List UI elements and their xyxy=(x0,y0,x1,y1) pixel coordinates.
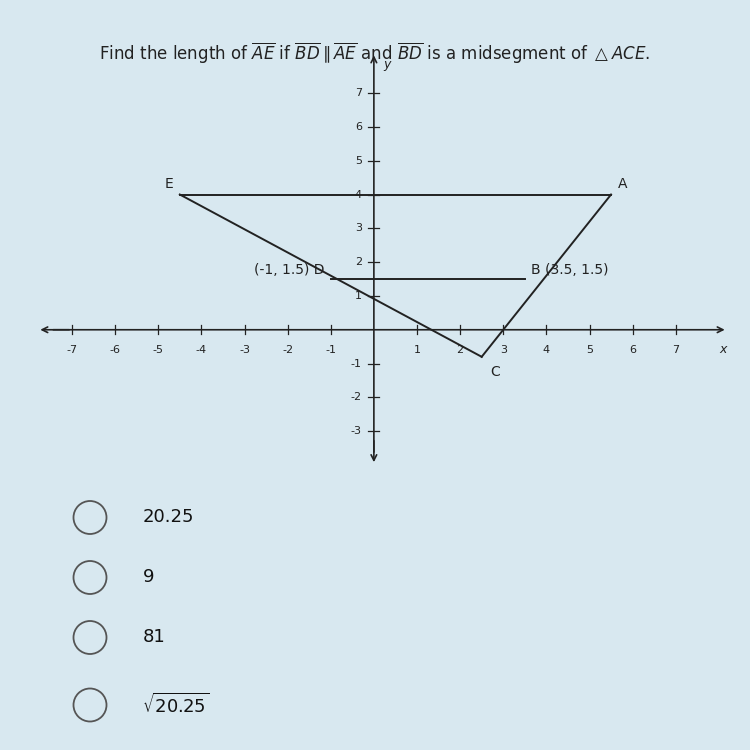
Text: 2: 2 xyxy=(355,257,362,267)
Text: 3: 3 xyxy=(355,224,362,233)
Text: -3: -3 xyxy=(239,345,250,355)
Text: -7: -7 xyxy=(67,345,77,355)
Text: A: A xyxy=(617,177,627,191)
Text: -6: -6 xyxy=(110,345,121,355)
Text: 2: 2 xyxy=(457,345,464,355)
Text: -2: -2 xyxy=(351,392,361,403)
Text: B (3.5, 1.5): B (3.5, 1.5) xyxy=(531,263,609,278)
Text: y: y xyxy=(383,58,391,70)
Text: (-1, 1.5) D: (-1, 1.5) D xyxy=(254,263,324,278)
Text: $\sqrt{20.25}$: $\sqrt{20.25}$ xyxy=(142,693,210,717)
Text: 6: 6 xyxy=(629,345,636,355)
Text: -4: -4 xyxy=(196,345,207,355)
Text: 3: 3 xyxy=(500,345,507,355)
Text: 1: 1 xyxy=(413,345,421,355)
Text: -1: -1 xyxy=(326,345,336,355)
Text: Find the length of $\overline{AE}$ if $\overline{BD}\parallel\overline{AE}$ and : Find the length of $\overline{AE}$ if $\… xyxy=(100,41,650,67)
Text: -3: -3 xyxy=(351,426,361,436)
Text: -1: -1 xyxy=(351,358,361,368)
Text: C: C xyxy=(490,365,500,380)
Text: -2: -2 xyxy=(282,345,293,355)
Text: 5: 5 xyxy=(586,345,593,355)
Text: 4: 4 xyxy=(543,345,550,355)
Text: 81: 81 xyxy=(142,628,165,646)
Text: 7: 7 xyxy=(355,88,362,98)
Text: 1: 1 xyxy=(355,291,362,301)
Text: 4: 4 xyxy=(355,190,362,200)
Text: -5: -5 xyxy=(153,345,164,355)
Text: 6: 6 xyxy=(355,122,362,132)
Text: 7: 7 xyxy=(672,345,680,355)
Text: 9: 9 xyxy=(142,568,154,586)
Text: E: E xyxy=(164,177,173,191)
Text: x: x xyxy=(719,343,727,355)
Text: 20.25: 20.25 xyxy=(142,509,194,526)
Text: 5: 5 xyxy=(355,156,362,166)
